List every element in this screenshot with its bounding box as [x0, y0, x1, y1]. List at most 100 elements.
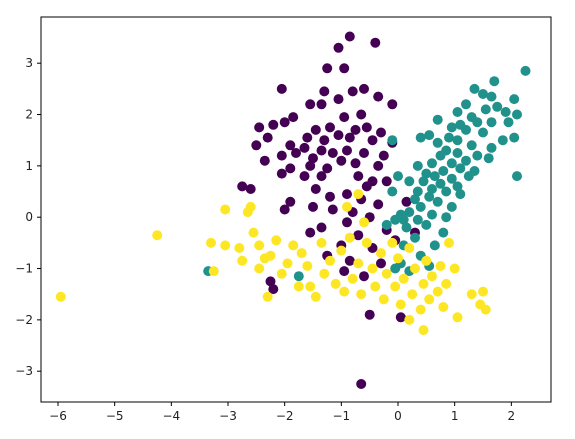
scatter-point: [446, 201, 457, 212]
plot-area: [40, 16, 552, 403]
scatter-point: [449, 263, 460, 274]
y-tick-label: 1: [25, 159, 33, 173]
scatter-point: [245, 201, 256, 212]
scatter-point: [427, 158, 437, 169]
scatter-point: [412, 186, 423, 197]
scatter-point: [356, 289, 367, 300]
x-tick-label: −1: [332, 409, 350, 423]
scatter-point: [415, 304, 426, 315]
scatter-point: [339, 63, 350, 74]
scatter-point: [359, 83, 369, 94]
scatter-point: [347, 86, 358, 97]
scatter-point: [344, 232, 355, 243]
scatter-point: [446, 122, 457, 133]
scatter-point: [342, 201, 352, 212]
scatter-point: [316, 222, 327, 233]
scatter-point: [412, 214, 423, 225]
scatter-point: [424, 191, 435, 202]
scatter-point: [390, 281, 401, 292]
scatter-point: [251, 140, 262, 151]
scatter-point: [333, 42, 344, 53]
scatter-point: [359, 217, 369, 228]
scatter-point: [509, 132, 520, 143]
scatter-point: [373, 199, 384, 210]
scatter-point: [410, 232, 420, 243]
scatter-point: [344, 132, 355, 143]
scatter-point: [492, 101, 503, 112]
scatter-point: [452, 107, 463, 117]
scatter-point: [478, 127, 488, 138]
x-tick-label: 2: [508, 409, 516, 423]
scatter-point: [265, 276, 276, 287]
scatter-point: [512, 109, 522, 120]
scatter-point: [415, 201, 426, 212]
scatter-point: [432, 196, 443, 207]
scatter-point: [310, 291, 321, 302]
scatter-point: [509, 94, 520, 105]
scatter-point: [373, 160, 384, 171]
scatter-point: [435, 150, 446, 161]
scatter-point: [469, 83, 480, 94]
scatter-point: [336, 155, 347, 166]
scatter-point: [276, 168, 287, 179]
scatter-point: [429, 171, 440, 182]
scatter-point: [512, 171, 522, 182]
scatter-point: [381, 268, 392, 279]
scatter-point: [441, 278, 452, 289]
scatter-point: [390, 263, 401, 274]
scatter-point: [327, 148, 338, 158]
scatter-point: [308, 153, 318, 164]
scatter-point: [446, 158, 457, 169]
scatter-point: [364, 309, 375, 320]
scatter-point: [305, 99, 316, 110]
scatter-point: [319, 135, 330, 146]
scatter-point: [478, 89, 488, 99]
scatter-point: [441, 212, 452, 223]
scatter-point: [435, 261, 446, 271]
scatter-point: [486, 117, 497, 128]
scatter-point: [378, 150, 389, 161]
scatter-point: [438, 227, 449, 238]
scatter-point: [361, 122, 372, 133]
scatter-point: [350, 124, 361, 135]
scatter-point: [237, 181, 248, 192]
y-tick-label: 3: [25, 56, 33, 70]
scatter-point: [466, 289, 477, 300]
scatter-point: [489, 76, 500, 87]
scatter-point: [302, 261, 313, 271]
scatter-point: [472, 117, 483, 128]
scatter-point: [455, 163, 466, 174]
y-tick-label: −3: [15, 364, 33, 378]
scatter-point: [262, 132, 273, 143]
scatter-point: [466, 140, 477, 151]
y-tick-label: 0: [25, 210, 33, 224]
scatter-point: [319, 86, 330, 97]
scatter-point: [381, 176, 392, 187]
scatter-point: [367, 263, 378, 274]
scatter-point: [361, 237, 372, 248]
scatter-point: [410, 194, 420, 205]
scatter-point: [353, 258, 364, 269]
scatter-point: [353, 189, 364, 200]
scatter-point: [279, 204, 290, 215]
scatter-point: [248, 227, 259, 238]
scatter-point: [370, 281, 381, 292]
scatter-point: [310, 124, 321, 135]
scatter-point: [424, 294, 435, 305]
scatter-point: [480, 304, 491, 315]
scatter-point: [342, 217, 352, 228]
scatter-point: [421, 219, 432, 230]
scatter-point: [268, 284, 279, 295]
scatter-point: [429, 240, 440, 251]
scatter-point: [353, 230, 364, 241]
scatter-point: [254, 122, 265, 133]
scatter-point: [438, 302, 449, 312]
scatter-point: [316, 237, 327, 248]
scatter-point: [500, 107, 511, 117]
scatter-point: [276, 83, 287, 94]
scatter-point: [353, 171, 364, 182]
scatter-point: [376, 258, 386, 269]
scatter-point: [316, 99, 327, 110]
scatter-point: [376, 248, 386, 259]
scatter-point: [316, 171, 327, 182]
